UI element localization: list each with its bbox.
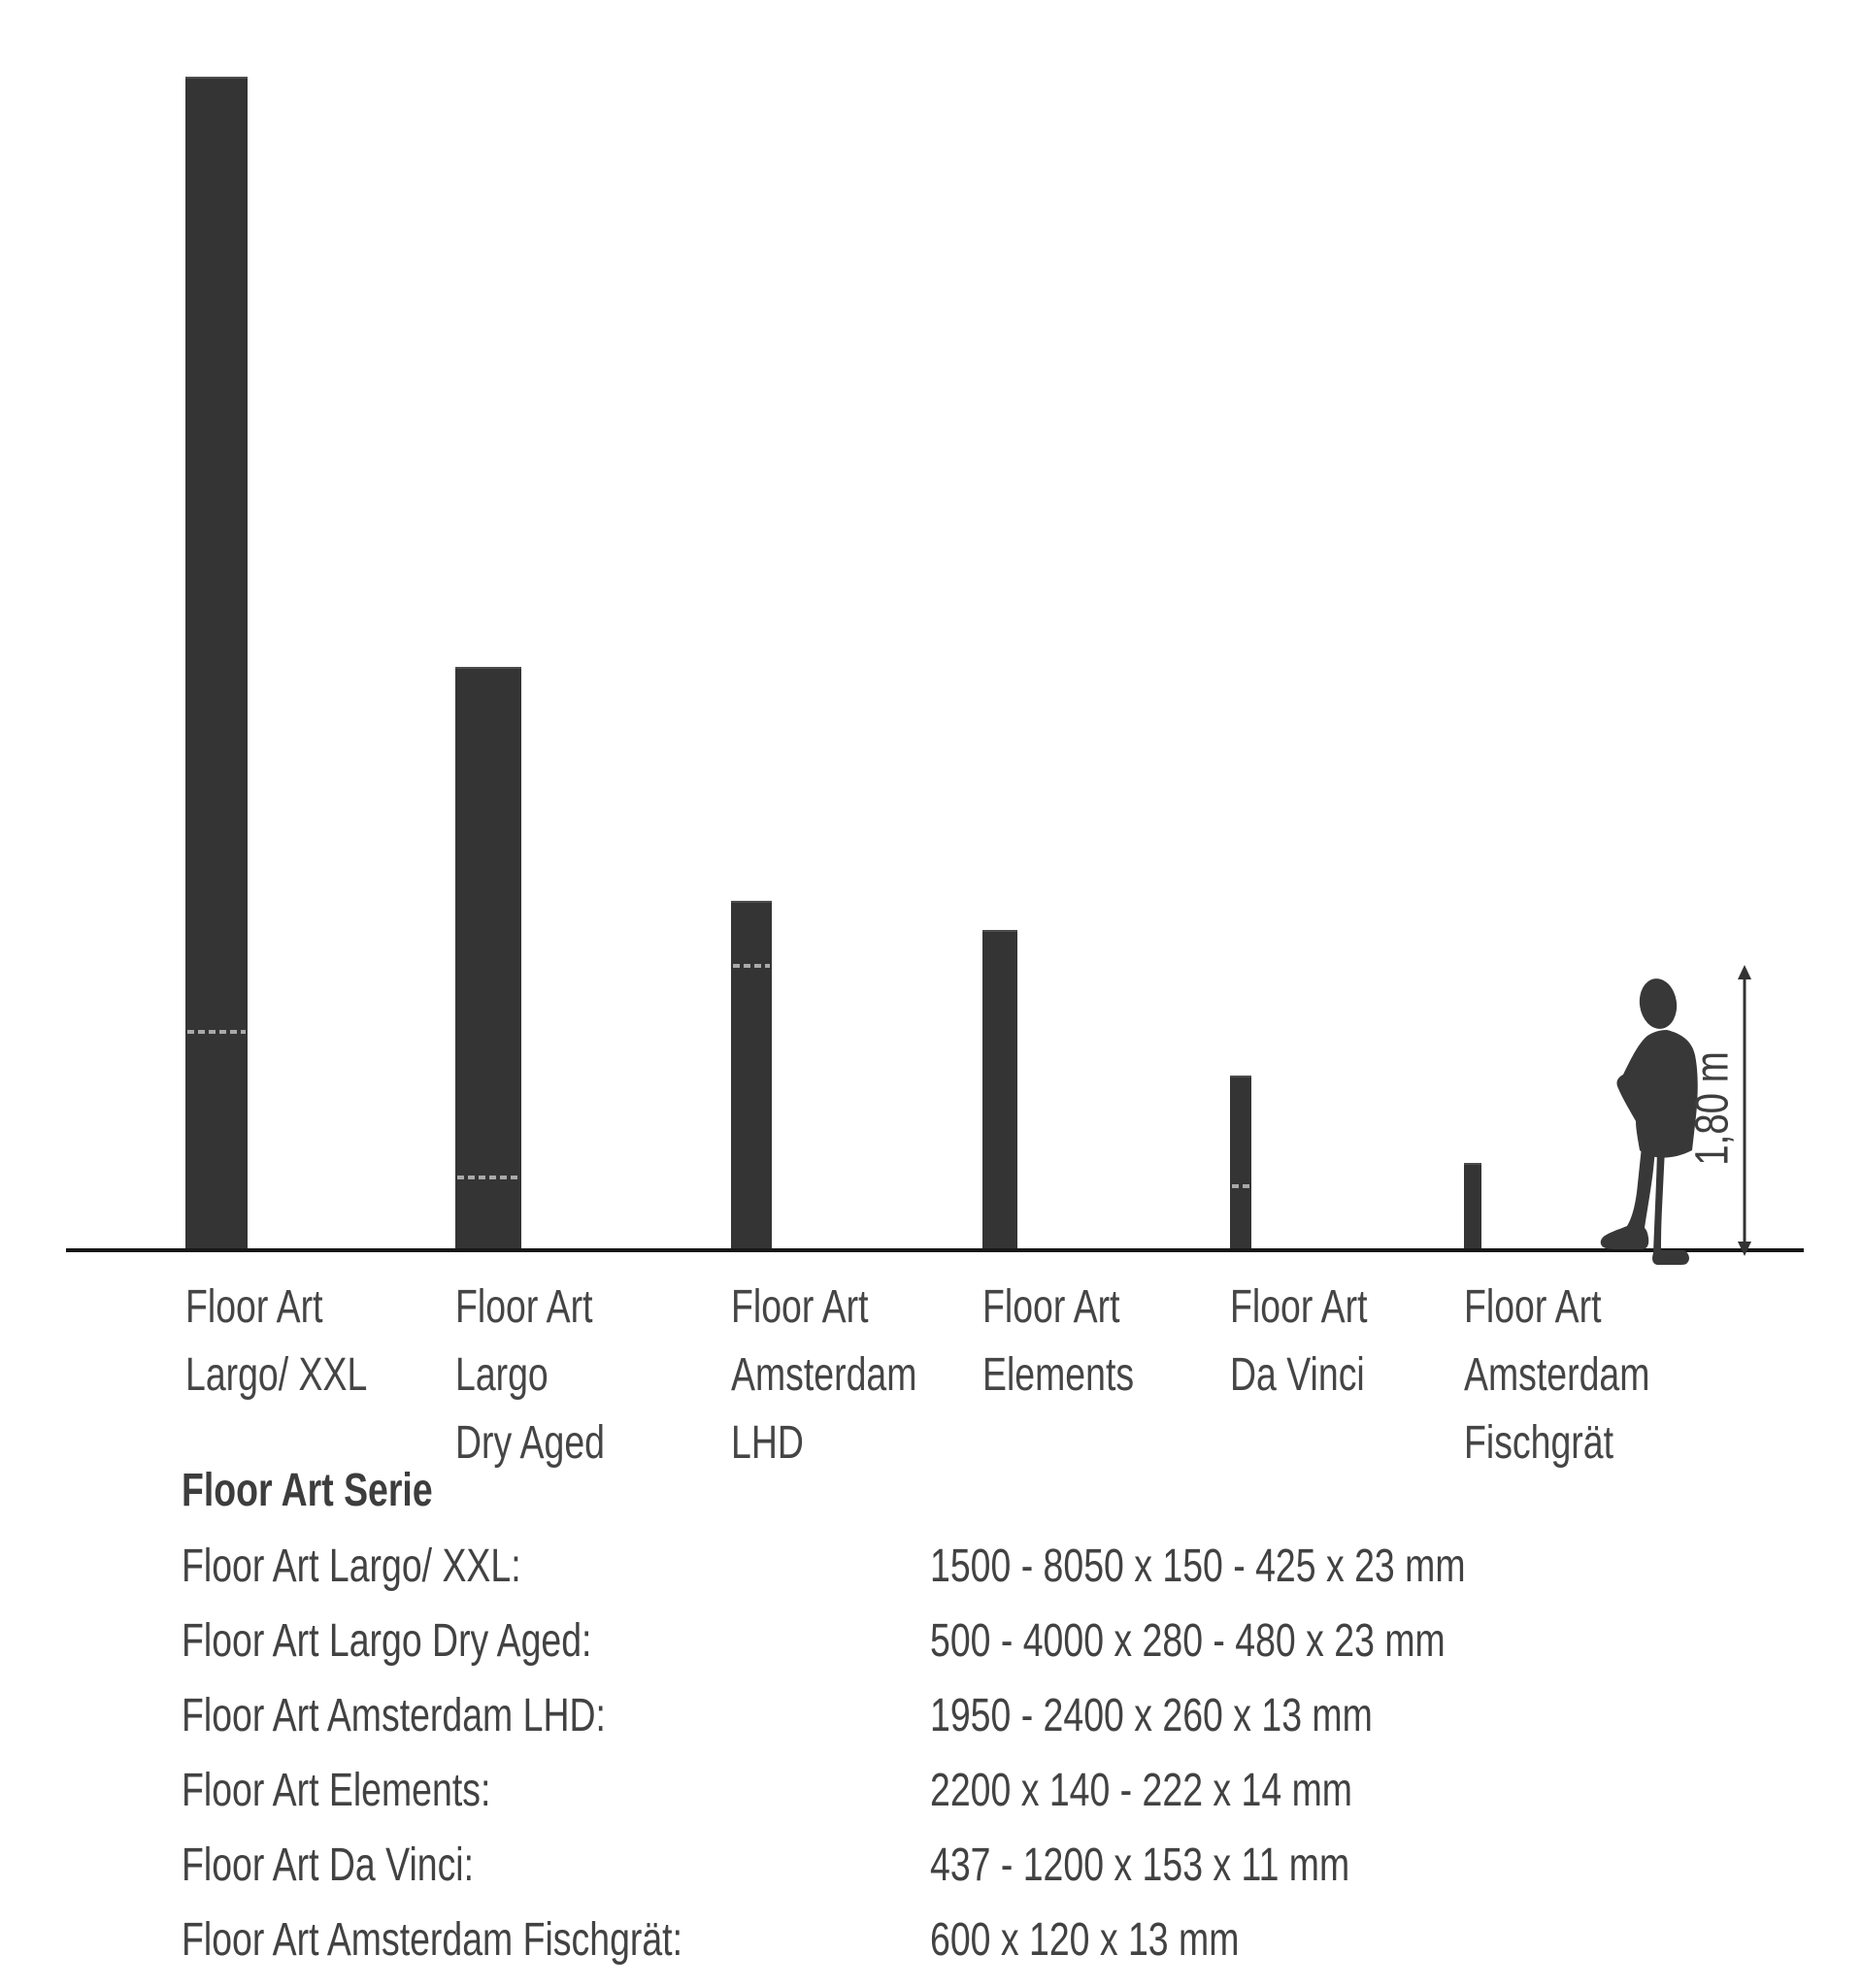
bar-label-line: Elements [982, 1349, 1135, 1401]
spec-dimensions-value: 2200 x 140 - 222 x 14 mm [930, 1765, 1352, 1816]
spec-product-name: Floor Art Amsterdam Fischgrät: [182, 1914, 682, 1966]
spec-dimensions-value: 437 - 1200 x 153 x 11 mm [930, 1839, 1350, 1891]
spec-heading: Floor Art Serie [182, 1464, 504, 1517]
bar-label: Floor Art Da Vinci [1230, 1274, 1367, 1409]
min-length-dash-line [457, 1176, 519, 1179]
spec-row: Floor Art Amsterdam Fischgrät: 600 x 120… [182, 1917, 1638, 1988]
bar-label-line: Largo/ XXL [185, 1349, 368, 1401]
spec-product-name: Floor Art Elements: [182, 1765, 491, 1816]
bar-label-line: Floor Art [1230, 1281, 1368, 1333]
bar-label-line: Amsterdam [1464, 1349, 1650, 1401]
bar-label: Floor Art Largo/ XXL [185, 1274, 367, 1409]
bar [1464, 1163, 1481, 1250]
bar-label-line: Floor Art [982, 1281, 1120, 1333]
x-axis-baseline [66, 1248, 1804, 1252]
spec-row: Floor Art Amsterdam LHD: 1950 - 2400 x 2… [182, 1693, 1638, 1768]
scale-height-label: 1,80 m [1686, 1051, 1739, 1166]
spec-dimensions-value: 600 x 120 x 13 mm [930, 1914, 1240, 1966]
spec-dimensions-value: 500 - 4000 x 280 - 480 x 23 mm [930, 1615, 1446, 1667]
spec-dimensions-value: 1950 - 2400 x 260 x 13 mm [930, 1690, 1373, 1741]
bar-label-line: Fischgrät [1464, 1417, 1613, 1469]
bar-label-line: Floor Art [731, 1281, 869, 1333]
bar [731, 901, 772, 1250]
bar-label-line: Da Vinci [1230, 1349, 1365, 1401]
spec-dimensions-value: 1500 - 8050 x 150 - 425 x 23 mm [930, 1541, 1466, 1592]
bar [455, 667, 521, 1250]
bar-label-line: Amsterdam [731, 1349, 917, 1401]
min-length-dash-line [1232, 1184, 1249, 1188]
spec-product-name: Floor Art Da Vinci: [182, 1839, 475, 1891]
spec-product-name: Floor Art Largo/ XXL: [182, 1541, 521, 1592]
spec-row: Floor Art Elements: 2200 x 140 - 222 x 1… [182, 1768, 1638, 1842]
min-length-dash-line [733, 964, 770, 968]
bar-label-line: Largo [455, 1349, 549, 1401]
spec-row: Floor Art Da Vinci: 437 - 1200 x 153 x 1… [182, 1842, 1638, 1917]
spec-row: Floor Art Largo Dry Aged: 500 - 4000 x 2… [182, 1618, 1638, 1693]
person-silhouette-icon [1600, 978, 1698, 1265]
bar-label-line: Floor Art [455, 1281, 593, 1333]
height-dimension-arrow-icon [1738, 965, 1751, 1256]
spec-product-name: Floor Art Largo Dry Aged: [182, 1615, 592, 1667]
bar [982, 930, 1017, 1250]
bar-label-line: Floor Art [185, 1281, 323, 1333]
bar [185, 77, 248, 1250]
bar-label: Floor Art Elements [982, 1274, 1134, 1409]
bar-label-line: LHD [731, 1417, 804, 1469]
bar-label: Floor Art Amsterdam Fischgrät [1464, 1274, 1649, 1477]
min-length-dash-line [187, 1030, 246, 1034]
spec-row: Floor Art Largo/ XXL: 1500 - 8050 x 150 … [182, 1543, 1638, 1618]
bar-label-line: Floor Art [1464, 1281, 1602, 1333]
bar-label: Floor Art Amsterdam LHD [731, 1274, 916, 1477]
bar-label-line: Dry Aged [455, 1417, 606, 1469]
bar [1230, 1076, 1251, 1250]
spec-heading-text: Floor Art Serie [182, 1465, 433, 1516]
spec-product-name: Floor Art Amsterdam LHD: [182, 1690, 606, 1741]
bar-label: Floor Art Largo Dry Aged [455, 1274, 605, 1477]
